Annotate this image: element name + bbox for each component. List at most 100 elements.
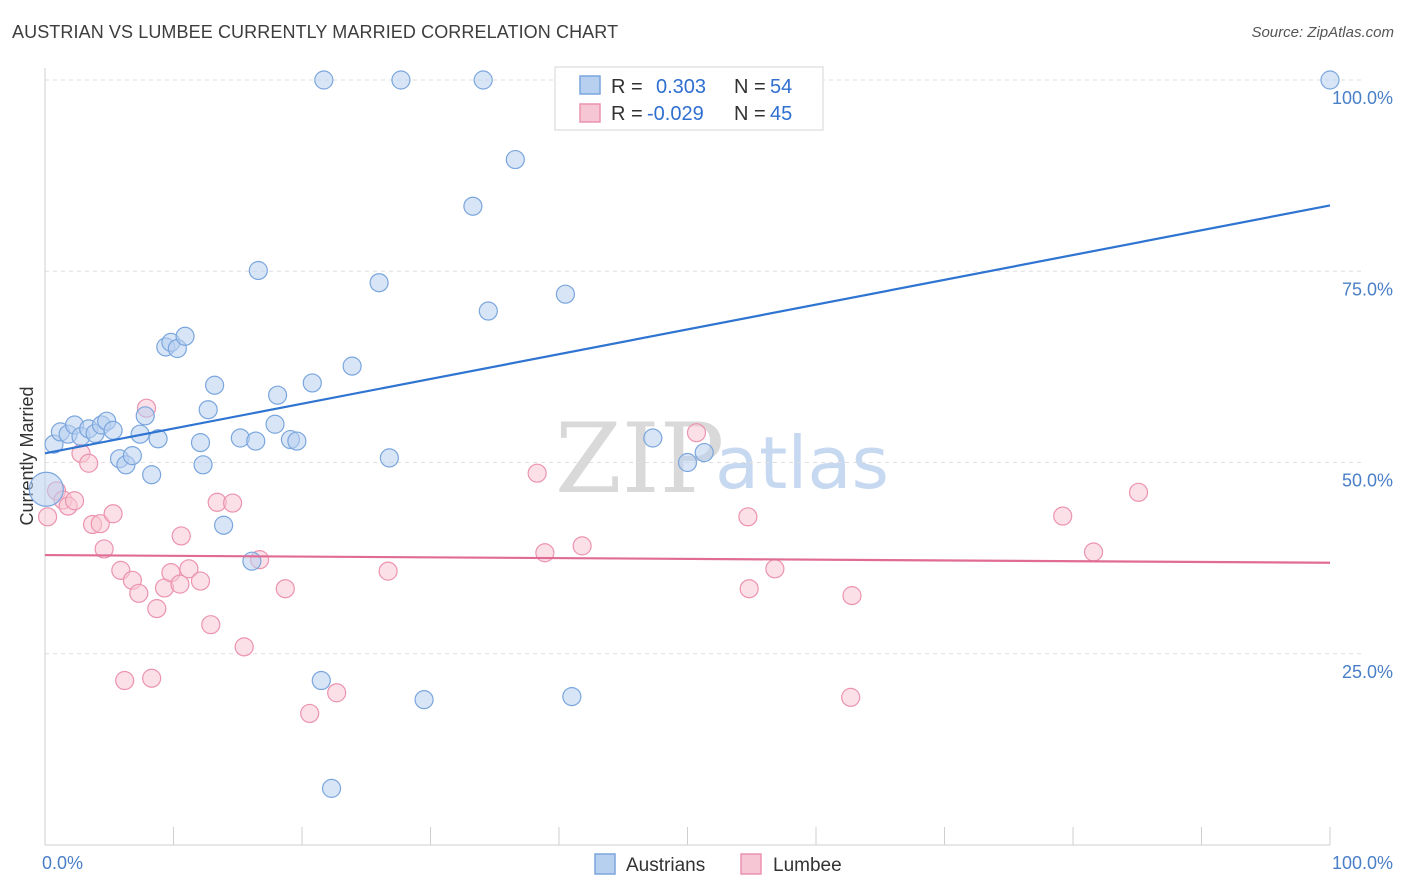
lumbee-point xyxy=(129,583,149,603)
lumbee-point xyxy=(171,526,191,546)
austrians-point xyxy=(175,326,195,346)
lumbee-point xyxy=(300,703,320,724)
austrians-point xyxy=(391,70,411,90)
austrians-point xyxy=(193,455,213,475)
austrians-point xyxy=(28,471,64,507)
lumbee-point xyxy=(190,571,211,591)
austrians-n-label: N = xyxy=(734,76,766,98)
x-tick-label: 0.0% xyxy=(42,853,83,873)
lumbee-n-label: N = xyxy=(734,103,766,125)
austrians-point xyxy=(555,284,576,304)
y-tick-labels: 25.0% 50.0% 75.0% 100.0% xyxy=(1332,88,1393,682)
austrians-point xyxy=(562,686,582,707)
austrians-point xyxy=(248,260,268,281)
austrians-point xyxy=(369,273,389,293)
austrians-point xyxy=(473,70,493,90)
austrians-point xyxy=(214,515,234,535)
lumbee-n-value: 45 xyxy=(770,103,792,125)
austrians-point xyxy=(205,375,225,395)
austrians-r-value: 0.303 xyxy=(656,76,706,98)
lumbee-point xyxy=(1083,542,1104,562)
series-legend: Austrians Lumbee xyxy=(594,853,842,876)
legend-lumbee-label: Lumbee xyxy=(773,855,842,876)
austrians-point xyxy=(321,778,342,798)
y-tick-label: 100.0% xyxy=(1332,88,1393,108)
lumbee-point xyxy=(1053,506,1073,526)
austrians-point xyxy=(242,551,262,571)
austrians-point xyxy=(694,442,714,463)
austrians-point xyxy=(142,465,162,485)
lumbee-point xyxy=(94,539,114,559)
lumbee-point xyxy=(739,579,759,599)
lumbee-r-value: -0.029 xyxy=(647,103,704,125)
austrians-point xyxy=(246,431,266,451)
lumbee-r-label: R = xyxy=(611,103,643,125)
x-tick-labels: 0.0% 100.0% xyxy=(42,853,1393,873)
austrians-points xyxy=(28,70,1340,798)
legend-lumbee-swatch xyxy=(740,853,762,875)
lumbee-point xyxy=(738,507,758,527)
austrians-point xyxy=(463,196,483,216)
austrians-point xyxy=(267,385,288,405)
lumbee-swatch xyxy=(579,103,601,123)
lumbee-trend-line xyxy=(44,553,1331,564)
austrians-point xyxy=(1320,70,1340,90)
legend-austrians-swatch xyxy=(594,853,616,875)
lumbee-point xyxy=(37,507,58,527)
grid-lines xyxy=(45,79,1365,655)
lumbee-point xyxy=(142,668,162,688)
lumbee-point xyxy=(170,574,190,594)
lumbee-point xyxy=(223,493,243,513)
y-tick-label: 50.0% xyxy=(1342,471,1393,491)
austrians-n-value: 54 xyxy=(770,76,792,98)
legend-austrians-label: Austrians xyxy=(626,855,705,876)
austrians-point xyxy=(342,356,362,376)
austrians-swatch xyxy=(579,75,601,95)
lumbee-point xyxy=(115,670,135,691)
lumbee-point xyxy=(572,536,592,556)
lumbee-point xyxy=(147,599,167,619)
lumbee-point xyxy=(64,491,85,511)
austrians-point xyxy=(643,428,663,448)
y-tick-label: 75.0% xyxy=(1342,279,1393,299)
y-axis-title: Currently Married xyxy=(17,386,37,525)
lumbee-point xyxy=(765,559,785,579)
austrians-point xyxy=(148,429,168,449)
lumbee-point xyxy=(527,463,547,483)
lumbee-point xyxy=(275,579,295,599)
lumbee-point xyxy=(90,514,110,534)
stats-legend: R = 0.303 N = 54 R = -0.029 N = 45 xyxy=(554,66,824,131)
lumbee-point xyxy=(841,687,861,707)
chart-title: AUSTRIAN VS LUMBEE CURRENTLY MARRIED COR… xyxy=(12,22,619,42)
lumbee-point xyxy=(327,683,347,703)
austrians-point xyxy=(122,446,142,466)
austrians-point xyxy=(677,452,698,473)
austrians-point xyxy=(302,373,322,393)
austrians-point xyxy=(505,149,525,170)
austrians-point xyxy=(287,431,307,451)
austrians-r-label: R = xyxy=(611,76,643,98)
lumbee-point xyxy=(842,586,862,606)
lumbee-point xyxy=(378,561,398,581)
y-tick-label: 25.0% xyxy=(1342,662,1393,682)
austrians-point xyxy=(478,301,498,321)
austrians-point xyxy=(314,70,334,90)
lumbee-point xyxy=(1128,482,1149,502)
lumbee-point xyxy=(103,504,123,524)
austrians-trend-line xyxy=(44,204,1331,455)
austrians-point xyxy=(103,420,123,440)
austrians-point xyxy=(379,448,399,468)
lumbee-point xyxy=(179,559,199,579)
lumbee-point xyxy=(79,453,99,473)
austrians-point xyxy=(198,400,218,420)
axes xyxy=(44,68,1331,846)
trend-lines xyxy=(44,204,1331,564)
austrians-point xyxy=(190,433,211,453)
austrians-point xyxy=(135,406,155,426)
austrians-point xyxy=(311,670,331,691)
austrians-point xyxy=(230,428,250,448)
austrians-point xyxy=(414,690,434,710)
x-tick-label: 100.0% xyxy=(1332,853,1393,873)
austrians-point xyxy=(265,414,285,434)
